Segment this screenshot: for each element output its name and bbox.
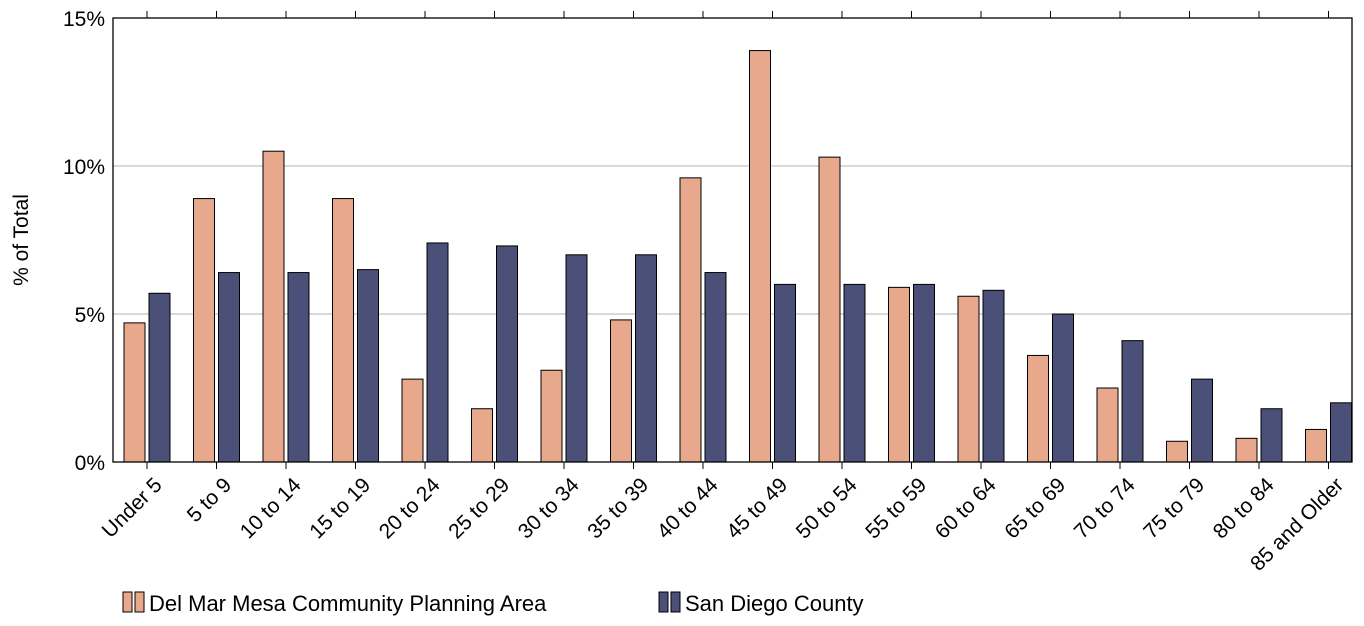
y-tick-label: 15% (63, 8, 105, 31)
bar-san-diego-county (913, 283, 935, 463)
y-tick-label: 5% (75, 304, 105, 327)
bar-del-mar-mesa (1096, 387, 1119, 463)
legend-label: Del Mar Mesa Community Planning Area (149, 591, 547, 616)
legend-swatch (670, 591, 681, 613)
x-tick-label: Under 5 (98, 473, 167, 542)
bar-del-mar-mesa (401, 378, 424, 463)
bar-del-mar-mesa (610, 319, 632, 463)
bar-del-mar-mesa (1235, 437, 1258, 463)
bar-san-diego-county (982, 289, 1005, 463)
x-tick-label: 65 to 69 (1000, 473, 1070, 543)
x-tick-label: 5 to 9 (183, 473, 236, 526)
y-tick-label: 10% (63, 156, 105, 179)
bar-del-mar-mesa (471, 408, 493, 463)
gridlines (113, 165, 1352, 315)
bar-san-diego-county (426, 242, 449, 463)
bar-san-diego-county (1260, 408, 1283, 463)
bar-del-mar-mesa (679, 177, 702, 463)
x-tick-labels: Under 5 5 to 9 10 to 14 15 to 19 20 to 24 25 … (98, 473, 1349, 575)
x-tick-label: 25 to 29 (444, 473, 514, 543)
x-tick-label: 70 to 74 (1070, 473, 1140, 543)
bar-del-mar-mesa (193, 198, 215, 463)
bar-san-diego-county (1052, 313, 1074, 463)
bar-san-diego-county (1121, 340, 1144, 463)
x-tick-label: 30 to 34 (514, 473, 584, 543)
legend-swatch (658, 591, 669, 613)
legend: Del Mar Mesa Community Planning Area San … (122, 591, 864, 616)
bar-san-diego-county (843, 283, 866, 463)
x-tick-label: 20 to 24 (375, 473, 445, 543)
bars (123, 50, 1352, 463)
legend-swatch (122, 591, 133, 613)
bar-san-diego-county (1330, 402, 1352, 463)
bar-del-mar-mesa (957, 295, 980, 463)
bar-del-mar-mesa (540, 369, 563, 463)
axis-ticks (146, 11, 1329, 469)
bar-san-diego-county (565, 254, 588, 463)
x-tick-label: 40 to 44 (653, 473, 723, 543)
bar-del-mar-mesa (123, 322, 146, 463)
bar-del-mar-mesa (818, 156, 841, 463)
x-tick-label: 60 to 64 (931, 473, 1001, 543)
x-tick-label: 50 to 54 (792, 473, 862, 543)
bar-del-mar-mesa (332, 198, 354, 463)
x-tick-label: 15 to 19 (305, 473, 375, 543)
x-tick-label: 55 to 59 (861, 473, 931, 543)
plot-frame (112, 17, 1353, 463)
x-tick-label: 80 to 84 (1209, 473, 1279, 543)
x-tick-label: 45 to 49 (722, 473, 792, 543)
bar-del-mar-mesa (1305, 428, 1327, 463)
y-tick-label: 0% (75, 452, 105, 475)
legend-label: San Diego County (685, 591, 864, 616)
bar-del-mar-mesa (749, 50, 771, 463)
bar-san-diego-county (148, 292, 171, 463)
bar-san-diego-county (1191, 378, 1213, 463)
x-tick-label: 10 to 14 (236, 473, 306, 543)
bar-del-mar-mesa (888, 286, 910, 463)
bar-san-diego-county (357, 269, 379, 463)
bar-del-mar-mesa (262, 150, 285, 463)
bar-san-diego-county (287, 272, 310, 463)
y-tick-labels: 0% 5% 10% 15% (63, 8, 105, 475)
bar-san-diego-county (774, 283, 796, 463)
bar-san-diego-county (218, 272, 240, 463)
bar-del-mar-mesa (1166, 440, 1188, 463)
bar-san-diego-county (496, 245, 518, 463)
bar-del-mar-mesa (1027, 354, 1049, 463)
bar-san-diego-county (704, 272, 727, 463)
x-tick-label: 75 to 79 (1139, 473, 1209, 543)
y-axis-title: % of Total (10, 194, 33, 286)
bar-san-diego-county (635, 254, 657, 463)
legend-swatch (134, 591, 145, 613)
x-tick-label: 35 to 39 (583, 473, 653, 543)
